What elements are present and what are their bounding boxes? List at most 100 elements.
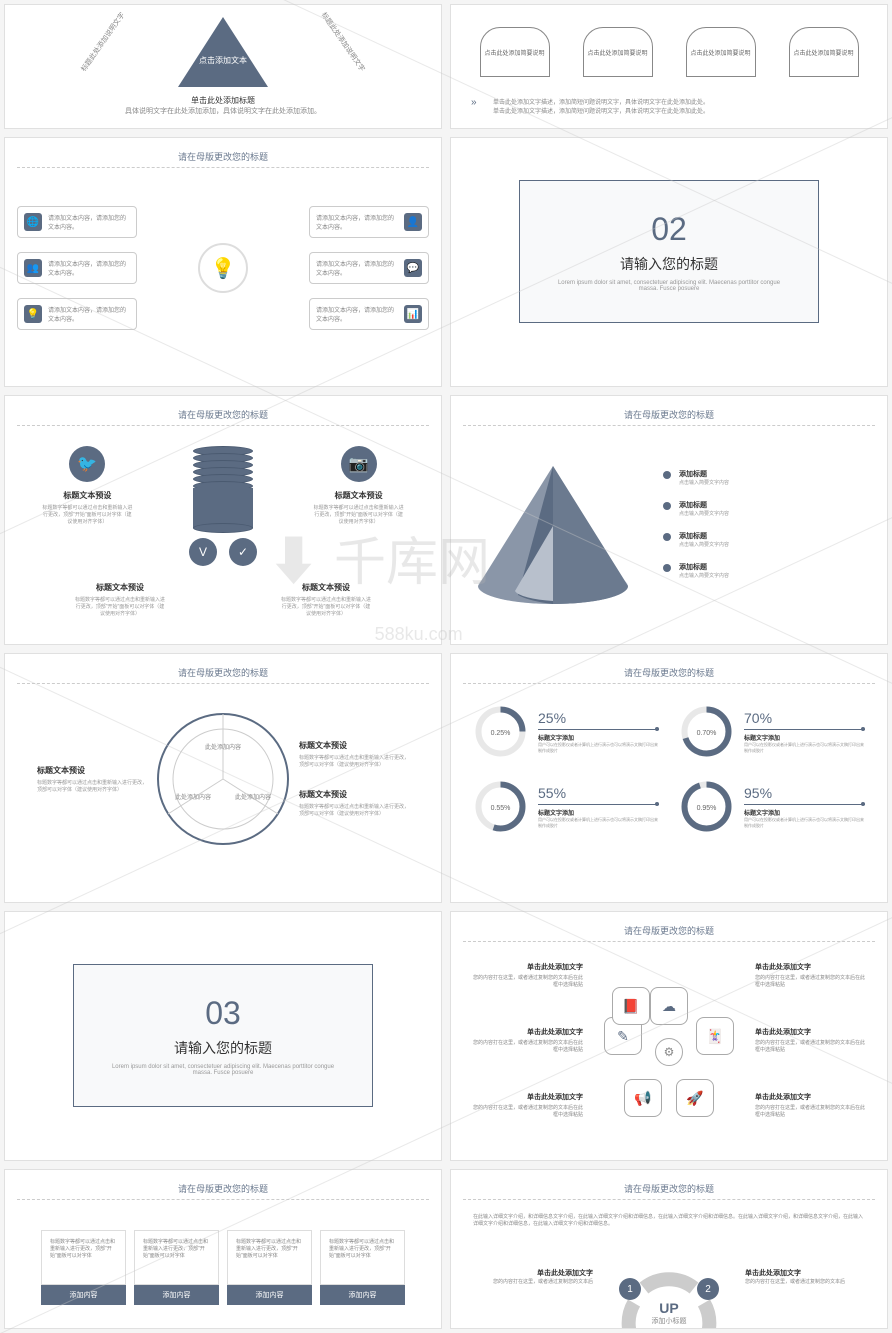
- cone-item: 添加标题点击输入简要文字内容: [663, 531, 875, 548]
- cards-icon: 🃏: [696, 1017, 734, 1055]
- donut-desc: 用户可以在投影仪或者计算机上进行演示也可以将演示文稿打印出来制作成胶片: [744, 742, 865, 752]
- book-icon: 📕: [612, 987, 650, 1025]
- pie-title: 标题文本预设: [37, 765, 147, 776]
- slide-lightbulb: 请在母版更改您的标题 🌐请添加文本内容，请添加您的文本内容。 👥请添加文本内容，…: [4, 137, 442, 387]
- donut-chart: 0.95%: [679, 779, 734, 834]
- hex-desc: 您的内容打在这里，或者通过复制您的文本后在此框中选择粘贴: [473, 974, 583, 988]
- slide-title: 请在母版更改您的标题: [463, 666, 875, 684]
- cone-dot: [663, 502, 671, 510]
- twitter-icon: 🐦: [69, 446, 105, 482]
- bulb-box: 请添加文本内容，请添加您的文本内容。📊: [309, 298, 429, 330]
- donut-item: 0.70% 70% 标题文字添加 用户可以在投影仪或者计算机上进行演示也可以将演…: [679, 704, 865, 759]
- donut-item: 0.95% 95% 标题文字添加 用户可以在投影仪或者计算机上进行演示也可以将演…: [679, 779, 865, 834]
- slide-pie: 请在母版更改您的标题 标题文本预设 标题数字等都可以通过点击和重新输入进行更改，…: [4, 653, 442, 903]
- hex-desc: 您的内容打在这里，或者通过复制您的文本后在此框中选择粘贴: [755, 1104, 865, 1118]
- box-item: 标题数字等都可以通过点击和重新输入进行更改，顶部"开始"面板可以对字体添加内容: [41, 1230, 126, 1305]
- pie-desc: 标题数字等都可以通过点击和重新输入进行更改，顶部可以对字体（建议使用对齐字体）: [37, 780, 147, 794]
- hex-desc: 您的内容打在这里，或者通过复制您的文本后在此框中选择粘贴: [755, 974, 865, 988]
- box-item: 标题数字等都可以通过点击和重新输入进行更改，顶部"开始"面板可以对字体添加内容: [227, 1230, 312, 1305]
- triangle-left-label: 标题此处添加说明文字: [79, 10, 127, 73]
- donut-desc: 用户可以在投影仪或者计算机上进行演示也可以将演示文稿打印出来制作成胶片: [538, 742, 659, 752]
- cycle-up: UP: [652, 1300, 687, 1316]
- cycle-num-1: 1: [619, 1278, 641, 1300]
- cyl-title: 标题文本预设: [42, 490, 132, 501]
- bulb-box: 请添加文本内容，请添加您的文本内容。💬: [309, 252, 429, 284]
- cone-desc: 点击输入简要文字内容: [679, 541, 729, 548]
- slide-donuts: 请在母版更改您的标题 0.25% 25% 标题文字添加 用户可以在投影仪或者计算…: [450, 653, 888, 903]
- cyl-desc: 标题数字等都可以通过点击和重新输入进行更改，顶部"开始"面板可以对字体（建议使用…: [314, 505, 404, 526]
- hex-title: 单击此处添加文字: [755, 1027, 865, 1037]
- box-item: 标题数字等都可以通过点击和重新输入进行更改，顶部"开始"面板可以对字体添加内容: [134, 1230, 219, 1305]
- tab-item: 点击此处添加简要说明: [480, 27, 550, 77]
- cone-shape: [463, 456, 643, 606]
- tab-note-1: 单击此处添加文字描述，添加简短问题说明文字，具体说明文字在此处添加此处。: [493, 97, 875, 106]
- hex-title: 单击此处添加文字: [473, 1027, 583, 1037]
- donut-chart: 0.25%: [473, 704, 528, 759]
- hex-title: 单击此处添加文字: [755, 1092, 865, 1102]
- donut-title: 标题文字添加: [744, 733, 865, 742]
- tab-note-2: 单击此处添加文字描述，添加简短问题说明文字，具体说明文字在此处添加此处。: [493, 106, 875, 115]
- triangle-shape: [178, 17, 268, 87]
- cyl-title: 标题文本预设: [75, 582, 165, 593]
- slide-boxes: 请在母版更改您的标题 标题数字等都可以通过点击和重新输入进行更改，顶部"开始"面…: [4, 1169, 442, 1329]
- slide-title: 请在母版更改您的标题: [17, 666, 429, 684]
- cone-dot: [663, 564, 671, 572]
- pie-desc: 标题数字等都可以通过点击和重新输入进行更改，顶部可以对字体（建议使用对齐字体）: [299, 804, 409, 818]
- slide-title: 请在母版更改您的标题: [17, 150, 429, 168]
- slide-title: 请在母版更改您的标题: [463, 408, 875, 426]
- slide-title: 请在母版更改您的标题: [463, 1182, 875, 1200]
- pie-title: 标题文本预设: [299, 789, 409, 800]
- donut-title: 标题文字添加: [538, 808, 659, 817]
- donut-line: [744, 729, 865, 730]
- donut-item: 0.55% 55% 标题文字添加 用户可以在投影仪或者计算机上进行演示也可以将演…: [473, 779, 659, 834]
- cyl-desc: 标题数字等都可以通过点击和重新输入进行更改，顶部"开始"面板可以对字体（建议使用…: [42, 505, 132, 526]
- hex-title: 单击此处添加文字: [473, 1092, 583, 1102]
- cone-item: 添加标题点击输入简要文字内容: [663, 562, 875, 579]
- cone-item: 添加标题点击输入简要文字内容: [663, 500, 875, 517]
- bulb-box: 请添加文本内容，请添加您的文本内容。👤: [309, 206, 429, 238]
- slide-title: 请在母版更改您的标题: [17, 408, 429, 426]
- donut-percent: 25%: [538, 710, 659, 726]
- center-bulb-icon: 💡: [198, 243, 248, 293]
- cloud-icon: ☁: [650, 987, 688, 1025]
- cyl-desc: 标题数字等都可以通过点击和重新输入进行更改，顶部"开始"面板可以对字体（建议使用…: [75, 597, 165, 618]
- section-title: 请输入您的标题: [104, 1038, 342, 1058]
- box-item: 标题数字等都可以通过点击和重新输入进行更改，顶部"开始"面板可以对字体添加内容: [320, 1230, 405, 1305]
- donut-desc: 用户可以在投影仪或者计算机上进行演示也可以将演示文稿打印出来制作成胶片: [538, 817, 659, 827]
- tab-item: 点击此处添加简要说明: [789, 27, 859, 77]
- slide-cylinder: 请在母版更改您的标题 🐦 标题文本预设 标题数字等都可以通过点击和重新输入进行更…: [4, 395, 442, 645]
- svg-text:0.55%: 0.55%: [491, 805, 511, 812]
- section-title: 请输入您的标题: [550, 254, 788, 274]
- cone-title: 添加标题: [679, 469, 729, 479]
- hex-center: ⚙ ☁ 🃏 🚀 📢 ✎ 📕: [614, 997, 724, 1107]
- cyl-title: 标题文本预设: [281, 582, 371, 593]
- pie-desc: 标题数字等都可以通过点击和重新输入进行更改，顶部可以对字体（建议使用对齐字体）: [299, 755, 409, 769]
- hex-title: 单击此处添加文字: [755, 962, 865, 972]
- cone-item: 添加标题点击输入简要文字内容: [663, 469, 875, 486]
- bulb-icon: 💡: [24, 305, 42, 323]
- donut-percent: 95%: [744, 785, 865, 801]
- donut-percent: 55%: [538, 785, 659, 801]
- cycle-intro: 在此输入详细文字介绍，和详细信息文字介绍，在此输入详细文字介绍和详细信息，在此输…: [463, 1210, 875, 1232]
- triangle-footer-title: 单击此处添加标题: [113, 95, 333, 106]
- cyl-desc: 标题数字等都可以通过点击和重新输入进行更改，顶部"开始"面板可以对字体（建议使用…: [281, 597, 371, 618]
- cone-title: 添加标题: [679, 500, 729, 510]
- slide-cycle: 请在母版更改您的标题 在此输入详细文字介绍，和详细信息文字介绍，在此输入详细文字…: [450, 1169, 888, 1329]
- tab-item: 点击此处添加简要说明: [686, 27, 756, 77]
- svg-text:0.25%: 0.25%: [491, 730, 511, 737]
- donut-line: [744, 804, 865, 805]
- chat-icon: 💬: [404, 259, 422, 277]
- section-number: 03: [104, 995, 342, 1032]
- triangle-center-text: 点击添加文本: [193, 55, 253, 66]
- cone-dot: [663, 533, 671, 541]
- bulb-box: 👥请添加文本内容，请添加您的文本内容。: [17, 252, 137, 284]
- donut-title: 标题文字添加: [538, 733, 659, 742]
- slide-section-02: 02 请输入您的标题 Lorem ipsum dolor sit amet, c…: [450, 137, 888, 387]
- svg-text:此处添加内容: 此处添加内容: [205, 743, 241, 751]
- bulb-box: 🌐请添加文本内容，请添加您的文本内容。: [17, 206, 137, 238]
- cone-title: 添加标题: [679, 531, 729, 541]
- instagram-icon: 📷: [341, 446, 377, 482]
- bulb-box: 💡请添加文本内容，请添加您的文本内容。: [17, 298, 137, 330]
- cone-desc: 点击输入简要文字内容: [679, 510, 729, 517]
- hex-title: 单击此处添加文字: [473, 962, 583, 972]
